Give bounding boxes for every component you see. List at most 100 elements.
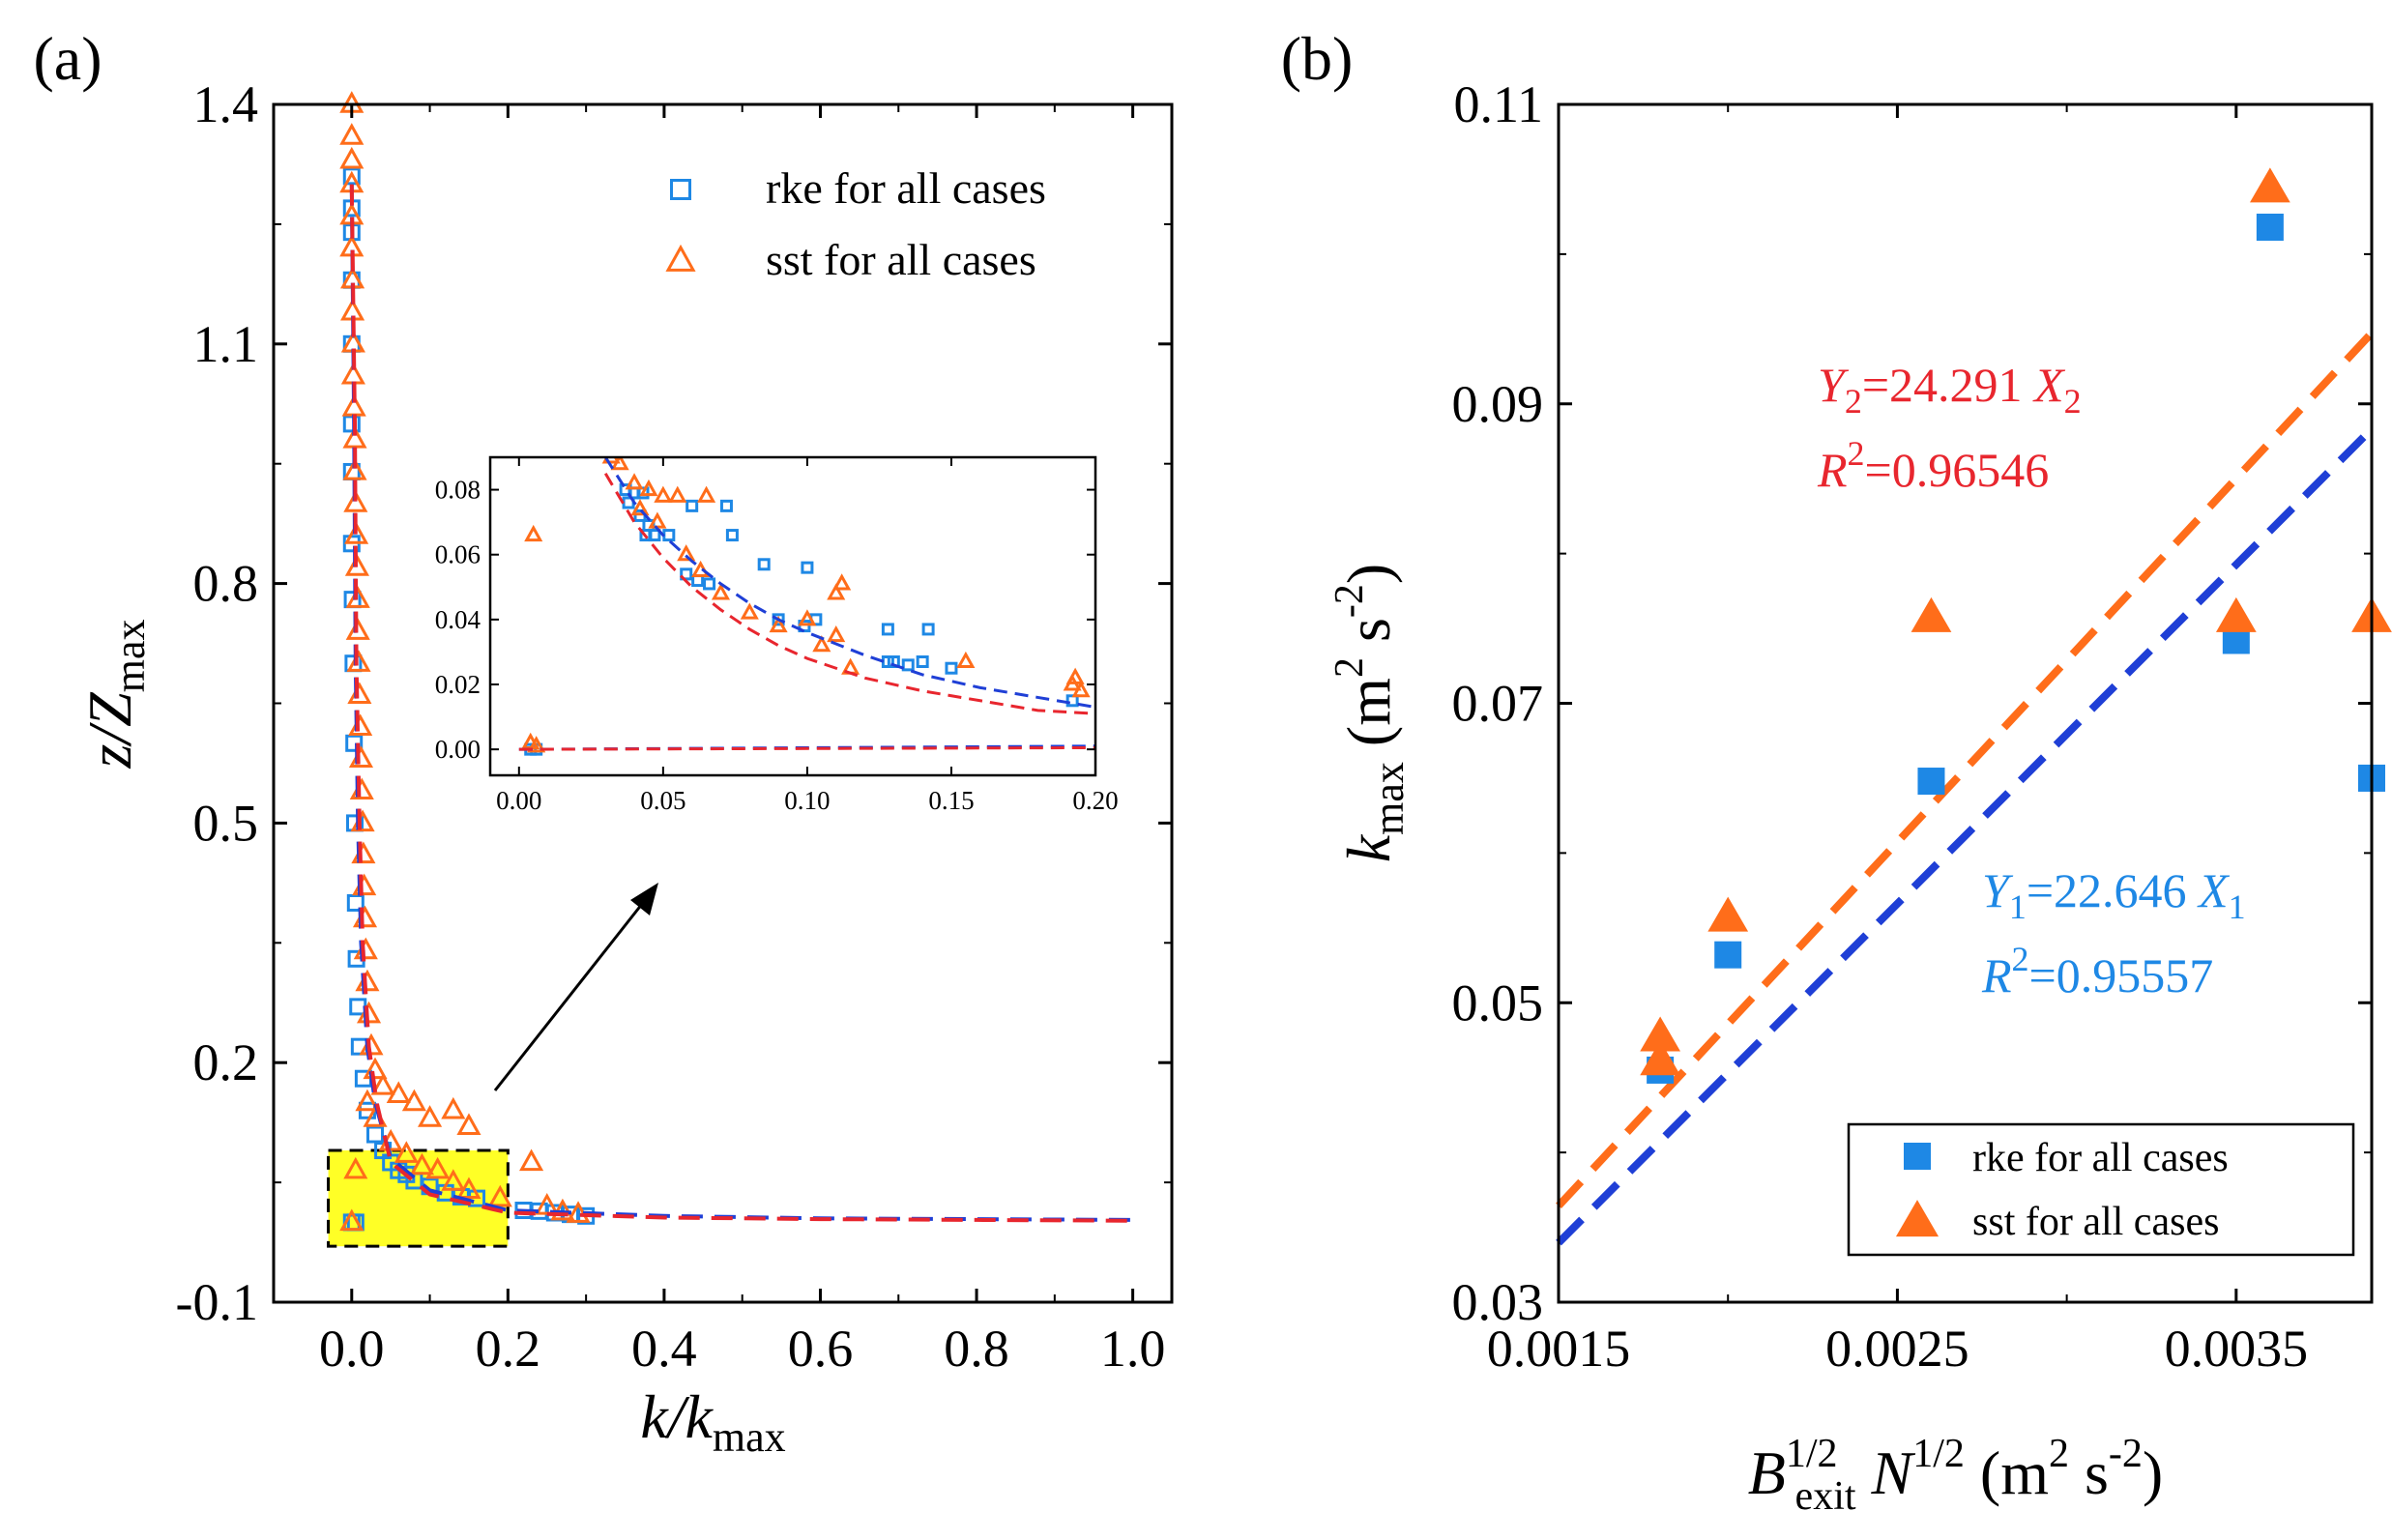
sst-point xyxy=(1640,1040,1681,1076)
panel-b: (b) 0.0015 0.0025 0.0035 0.03 0.05 0.07 0.09 0.1… xyxy=(1281,24,2392,1519)
inset-rke-point xyxy=(648,529,661,542)
y-tick-label: 0.11 xyxy=(1454,75,1544,133)
sst-point xyxy=(519,1148,544,1172)
sst-point xyxy=(2249,167,2290,203)
inset-y-tick-label: 0.04 xyxy=(435,605,481,634)
y-label-units-end: ) xyxy=(1334,564,1403,584)
r2-prefix: R xyxy=(1817,443,1848,497)
inset-fit-line-red xyxy=(603,473,1095,715)
sst-point xyxy=(347,682,372,704)
x-tick-label: 0.0015 xyxy=(1487,1320,1631,1378)
sst-point xyxy=(352,873,377,896)
inset-rke-point xyxy=(686,499,699,512)
fit-line-red xyxy=(349,184,1133,1223)
eq-x: X xyxy=(2032,358,2066,412)
eq-x: X xyxy=(2197,863,2231,917)
x-axis-label-main: k/k xyxy=(640,1382,714,1451)
y-tick-label: 1.1 xyxy=(193,315,259,373)
sst-point xyxy=(344,522,369,544)
y-label-units-mid: s xyxy=(1334,618,1403,657)
panel-a: (a) 0.0 0.2 0.4 0.6 0.8 1.0 -0.1 0.2 0.5 0.8 1.1 1.4… xyxy=(33,24,1174,1461)
inset-y-tick-label: 0.06 xyxy=(435,540,481,569)
x-label-N: N xyxy=(1871,1438,1916,1507)
y-tick-label: 0.5 xyxy=(193,794,259,852)
sst-point xyxy=(425,1156,451,1179)
inset-x-tick-label: 0.10 xyxy=(784,786,830,815)
y-label-units-sup2: -2 xyxy=(1327,584,1372,618)
r2-prefix: R xyxy=(1981,948,2012,1002)
x-label-units: (m xyxy=(1965,1438,2049,1507)
sst-point xyxy=(363,1057,388,1080)
inset-sst-point xyxy=(827,625,846,643)
sst-point xyxy=(355,1089,380,1112)
inset-background xyxy=(490,457,1095,775)
inset-frame xyxy=(488,455,1097,777)
inset-sst-point xyxy=(524,524,543,542)
sst-point xyxy=(344,554,369,576)
y-label-units-sup1: 2 xyxy=(1327,657,1372,678)
inset-rke-point xyxy=(887,655,900,668)
sst-point xyxy=(342,458,367,480)
fit-equation-1: Y2=24.291 X2 xyxy=(1818,358,2082,421)
inset-sst-point xyxy=(798,609,817,626)
y-tick-label: 0.2 xyxy=(193,1033,259,1091)
eq-y: Y xyxy=(1982,863,2014,917)
y-tick-label: 0.07 xyxy=(1452,675,1544,733)
inset-sst-point xyxy=(827,583,846,600)
inset-sst-point xyxy=(654,485,673,503)
legend-label-sst: sst for all cases xyxy=(766,235,1036,284)
inset-fit-line-blue xyxy=(603,457,1095,709)
inset-sst-point xyxy=(697,485,716,503)
sst-point xyxy=(339,123,365,145)
inset-sst-point xyxy=(740,602,759,620)
legend-label-sst: sst for all cases xyxy=(1972,1200,2219,1244)
x-tick-label: 0.0025 xyxy=(1825,1320,1969,1378)
legend-label-rke: rke for all cases xyxy=(766,163,1046,213)
eq-body: =22.646 xyxy=(2027,863,2199,917)
inset-y-tick-label: 0.02 xyxy=(435,670,481,699)
x-label-units-mid: s xyxy=(2069,1438,2109,1507)
y-tick-label: 0.8 xyxy=(193,555,259,613)
inset-sst-point xyxy=(527,736,546,753)
sst-point xyxy=(2215,596,2257,632)
sst-point xyxy=(394,1141,419,1163)
legend-marker-sst xyxy=(665,244,696,272)
sst-point xyxy=(441,1096,466,1119)
rke-point xyxy=(345,734,364,752)
sst-point xyxy=(1911,596,1952,632)
y-label-k-sub: max xyxy=(1365,762,1413,835)
inset-rke-point xyxy=(916,655,929,668)
x-label-units-sup1: 2 xyxy=(2049,1432,2069,1476)
sst-point xyxy=(456,1113,481,1135)
inset-y-tick-label: 0.00 xyxy=(435,735,481,764)
inset-rke-point xyxy=(703,577,716,591)
y-tick-label: 0.03 xyxy=(1452,1273,1544,1331)
inset-sst-point xyxy=(956,651,976,669)
sst-point xyxy=(418,1105,443,1127)
inset-rke-point xyxy=(636,486,650,500)
rke-point xyxy=(342,167,361,186)
series-3 xyxy=(349,184,1133,1223)
inset-rke-point xyxy=(1065,694,1079,708)
eq-y-sub: 1 xyxy=(2009,887,2027,926)
x-tick-label: 0.8 xyxy=(944,1320,1009,1378)
legend-marker-sst xyxy=(1895,1200,1940,1237)
y-tick-label: 0.05 xyxy=(1452,973,1544,1032)
eq-y: Y xyxy=(1818,358,1850,412)
sst-point xyxy=(401,1089,426,1112)
eq-body: =24.291 xyxy=(1862,358,2034,412)
x-tick-label: 0.2 xyxy=(476,1320,541,1378)
sst-point xyxy=(353,937,378,960)
sst-point xyxy=(349,777,374,800)
inset-sst-point xyxy=(1071,681,1091,698)
inset-series-2 xyxy=(603,457,1095,709)
sst-point xyxy=(1707,896,1749,932)
fit-r2-2: R2=0.95557 xyxy=(1981,940,2213,1002)
fit-equation-2: Y1=22.646 X1 xyxy=(1982,863,2246,926)
inset-rke-point xyxy=(921,623,935,636)
x-label-units-sup2: -2 xyxy=(2109,1432,2143,1476)
sst-point xyxy=(345,618,370,640)
x-label-B-sub: exit xyxy=(1795,1474,1856,1519)
rke-point xyxy=(342,415,361,433)
